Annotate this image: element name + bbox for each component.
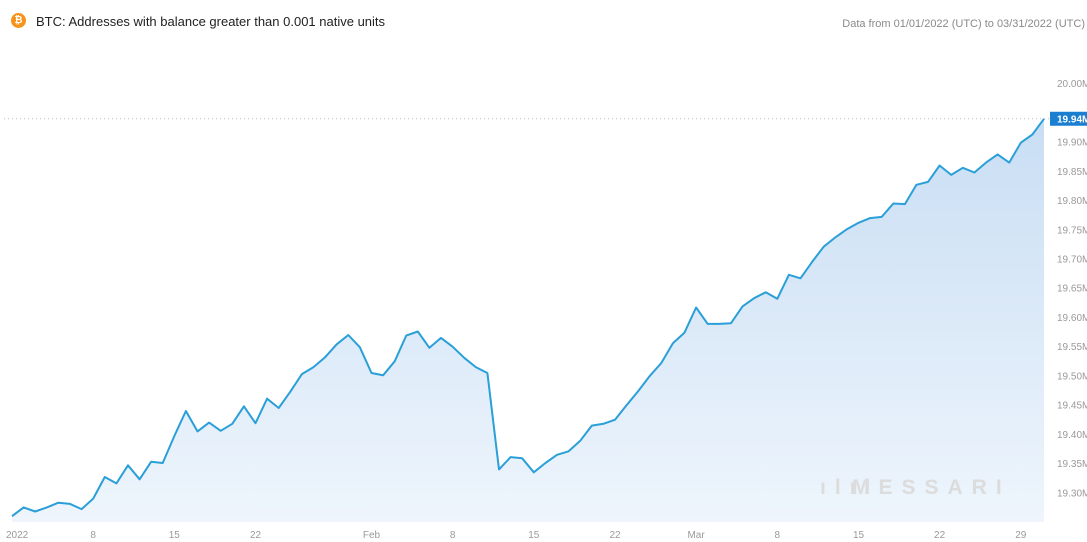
messari-watermark: ılıl MESSARI xyxy=(820,476,1011,499)
watermark-logo-mark: ılıl xyxy=(820,476,879,499)
x-tick-label: 22 xyxy=(934,530,946,541)
y-axis: 20.00M 19.90M 19.85M 19.80M 19.75M 19.70M 19.6… xyxy=(1057,79,1087,499)
current-value-label: 19.94M xyxy=(1057,114,1087,125)
y-tick-label: 19.30M xyxy=(1057,488,1087,499)
date-range-label: Data from 01/01/2022 (UTC) to 03/31/2022… xyxy=(842,18,1085,30)
x-tick-label: 2022 xyxy=(6,530,29,541)
area-fill xyxy=(12,118,1044,523)
chart-header: ₿ BTC: Addresses with balance greater th… xyxy=(0,0,1087,48)
x-tick-label: Mar xyxy=(687,530,705,541)
x-tick-label: 15 xyxy=(169,530,181,541)
y-tick-label: 19.90M xyxy=(1057,138,1087,149)
y-tick-label: 19.50M xyxy=(1057,371,1087,382)
y-tick-label: 19.35M xyxy=(1057,459,1087,470)
x-tick-label: 15 xyxy=(528,530,540,541)
y-tick-label: 19.55M xyxy=(1057,342,1087,353)
y-tick-label: 19.75M xyxy=(1057,225,1087,236)
current-value-badge: 19.94M xyxy=(1050,111,1087,126)
area-fill-path xyxy=(12,118,1044,523)
y-tick-label: 19.60M xyxy=(1057,313,1087,324)
y-tick-label: 20.00M xyxy=(1057,79,1087,90)
bitcoin-icon: ₿ xyxy=(11,13,26,28)
x-tick-label: 29 xyxy=(1015,530,1027,541)
y-tick-label: 19.70M xyxy=(1057,255,1087,266)
x-axis: 2022 8 15 22 Feb 8 15 22 Mar 8 15 22 29 xyxy=(6,530,1027,541)
y-tick-label: 19.65M xyxy=(1057,284,1087,295)
x-tick-label: 15 xyxy=(853,530,865,541)
chart-title: BTC: Addresses with balance greater than… xyxy=(36,14,386,29)
series-line-path xyxy=(11,118,1045,517)
x-tick-label: 22 xyxy=(250,530,262,541)
current-value-badge-bg xyxy=(1050,111,1087,126)
y-tick-label: 19.85M xyxy=(1057,167,1087,178)
x-tick-label: 8 xyxy=(450,530,456,541)
series-line xyxy=(11,118,1045,517)
y-tick-label: 19.40M xyxy=(1057,430,1087,441)
y-tick-label: 19.80M xyxy=(1057,196,1087,207)
watermark-text: MESSARI xyxy=(852,476,1011,499)
x-tick-label: 8 xyxy=(90,530,96,541)
x-tick-label: 8 xyxy=(775,530,781,541)
x-tick-label: 22 xyxy=(609,530,621,541)
y-tick-label: 19.45M xyxy=(1057,401,1087,412)
x-tick-label: Feb xyxy=(363,530,381,541)
